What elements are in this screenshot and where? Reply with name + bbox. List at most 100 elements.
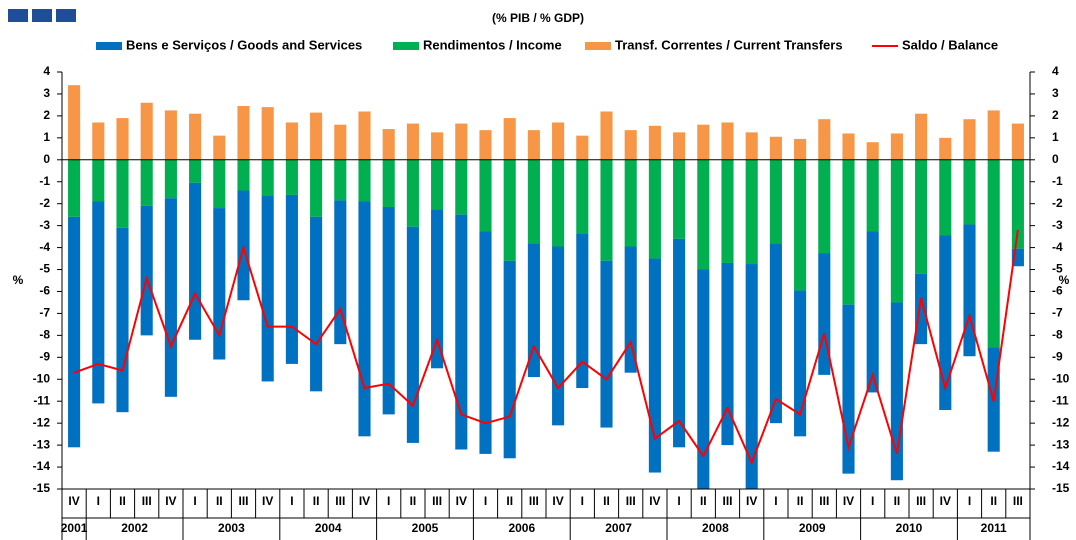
bar-segment: [116, 118, 129, 160]
logo-block: [56, 9, 76, 22]
x-tick-label: III: [335, 494, 345, 508]
y2-tick-label: -7: [1052, 306, 1063, 320]
y2-tick-label: -11: [1052, 393, 1069, 407]
bar-segment: [939, 137, 952, 160]
y-tick-label: 3: [43, 86, 50, 100]
x-tick-label: IV: [68, 494, 79, 508]
year-label: 2004: [315, 521, 342, 535]
x-tick-label: II: [700, 494, 707, 508]
y-tick-label: -3: [39, 218, 50, 232]
bar-segment: [1011, 123, 1024, 160]
year-label: 2002: [121, 521, 148, 535]
bar-segment: [358, 111, 371, 160]
bar-segment: [648, 258, 661, 473]
legend-swatch: [585, 42, 611, 50]
bar-segment: [939, 159, 952, 236]
y2-axis-label: %: [1059, 273, 1070, 287]
year-label: 2010: [896, 521, 923, 535]
x-tick-label: III: [432, 494, 442, 508]
bar-segment: [310, 112, 323, 160]
bar-segment: [794, 138, 807, 160]
bar-segment: [164, 159, 177, 199]
y2-tick-label: -8: [1052, 328, 1063, 342]
y2-tick-label: 1: [1052, 130, 1059, 144]
bar-segment: [455, 214, 468, 450]
bar-segment: [164, 198, 177, 397]
bar-segment: [794, 159, 807, 291]
bar-segment: [382, 129, 395, 160]
year-label: 2008: [702, 521, 729, 535]
bar-segment: [92, 122, 105, 160]
bar-segment: [261, 196, 274, 382]
x-tick-label: II: [313, 494, 320, 508]
y2-tick-label: -9: [1052, 349, 1063, 363]
bar-segment: [963, 224, 976, 357]
bar-segment: [697, 269, 710, 489]
bar-segment: [552, 159, 565, 247]
bar-segment: [697, 124, 710, 160]
bar-segment: [890, 133, 903, 160]
bar-segment: [164, 110, 177, 160]
bar-segment: [842, 159, 855, 305]
x-tick-label: I: [290, 494, 293, 508]
y-tick-label: -9: [39, 349, 50, 363]
bar-segment: [68, 216, 81, 448]
bar-segment: [915, 113, 928, 160]
x-tick-label: II: [119, 494, 126, 508]
bar-segment: [673, 238, 686, 448]
x-tick-label: I: [677, 494, 680, 508]
x-tick-label: IV: [165, 494, 176, 508]
bar-segment: [479, 130, 492, 160]
x-tick-label: I: [97, 494, 100, 508]
bar-segment: [600, 159, 613, 261]
bar-segment: [237, 159, 250, 191]
chart-title: (% PIB / % GDP): [492, 11, 584, 25]
y-tick-label: -11: [33, 393, 50, 407]
x-tick-label: II: [506, 494, 513, 508]
balance-line: [73, 229, 1019, 466]
bar-segment: [987, 110, 1000, 160]
bar-segment: [261, 107, 274, 160]
x-tick-label: III: [722, 494, 732, 508]
legend-label: Rendimentos / Income: [423, 37, 562, 52]
bar-segment: [745, 159, 758, 265]
x-tick-label: II: [603, 494, 610, 508]
x-tick-label: II: [410, 494, 417, 508]
bar-segment: [624, 159, 637, 247]
y-tick-label: -4: [39, 240, 50, 254]
bar-segment: [140, 159, 153, 206]
y-tick-label: 0: [43, 152, 50, 166]
y-tick-label: -6: [39, 284, 50, 298]
x-tick-label: IV: [843, 494, 854, 508]
year-label: 2011: [981, 521, 1007, 535]
bar-segment: [455, 159, 468, 215]
bar-segment: [866, 159, 879, 232]
bar-segment: [648, 125, 661, 160]
bar-segment: [697, 159, 710, 270]
bar-segment: [527, 243, 540, 378]
bar-segment: [358, 159, 371, 202]
y-tick-label: 4: [43, 64, 50, 78]
bar-segment: [527, 130, 540, 160]
year-label: 2005: [412, 521, 439, 535]
bar-segment: [431, 209, 444, 369]
bar-segment: [721, 262, 734, 446]
y-tick-label: -13: [33, 437, 51, 451]
legend-label: Saldo / Balance: [902, 37, 998, 52]
logo-block: [32, 9, 52, 22]
bar-segment: [915, 159, 928, 274]
y2-tick-label: -6: [1052, 284, 1063, 298]
y-tick-label: 1: [43, 130, 50, 144]
x-tick-label: I: [193, 494, 196, 508]
y2-tick-label: -12: [1052, 415, 1070, 429]
bar-segment: [648, 159, 661, 259]
x-tick-label: II: [797, 494, 804, 508]
x-tick-label: I: [581, 494, 584, 508]
bar-segment: [721, 159, 734, 263]
bar-segment: [261, 159, 274, 197]
bar-segment: [334, 200, 347, 345]
x-tick-label: III: [1013, 494, 1023, 508]
x-tick-label: I: [968, 494, 971, 508]
bar-segment: [673, 159, 686, 239]
